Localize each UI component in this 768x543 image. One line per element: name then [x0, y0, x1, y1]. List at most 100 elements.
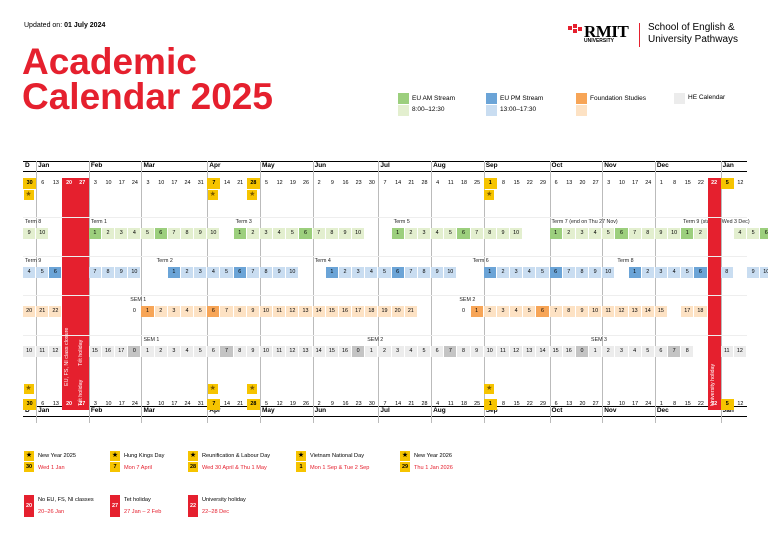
date-cell: 3 [607, 401, 611, 407]
he-cell: 16 [101, 346, 116, 357]
fs-cell: 15 [325, 306, 339, 317]
date-cell: 21 [237, 401, 244, 407]
pm-cell: 6 [391, 267, 405, 278]
pm-cell: 5 [378, 267, 392, 278]
holiday-star-icon: ★ [484, 384, 495, 394]
am-cell: 6 [457, 228, 471, 239]
he-cell: 6 [654, 346, 668, 357]
he-cell: 8 [457, 346, 471, 357]
am-cell: 3 [417, 228, 432, 239]
month-divider [378, 161, 380, 423]
date-cell: 28 [421, 180, 428, 186]
fs-cell: 10 [589, 306, 603, 317]
fs-cell: 19 [378, 306, 392, 317]
fs-cell: 6 [536, 306, 550, 317]
he-cell: 4 [628, 346, 642, 357]
he-cell: 1 [141, 346, 155, 357]
pm-cell: 1 [628, 267, 642, 278]
date-cell: 10 [105, 401, 112, 407]
am-cell: 10 [510, 228, 524, 239]
fs-cell: 0 [128, 306, 142, 317]
month-label: Nov [604, 162, 617, 169]
he-cell: 2 [154, 346, 168, 357]
date-cell: 19 [289, 401, 296, 407]
month-label: Dec [656, 407, 669, 414]
date-cell: 22 [697, 401, 704, 407]
date-cell: 3 [93, 180, 97, 186]
date-cell: 16 [342, 401, 349, 407]
he-cell: 12 [733, 346, 747, 357]
red-date: 27 [79, 180, 86, 186]
date-cell: 20 [579, 401, 586, 407]
date-cell: 17 [632, 401, 639, 407]
he-cell: 12 [49, 346, 63, 357]
holiday-star-icon: ★ [247, 384, 258, 394]
date-cell: 23 [355, 180, 362, 186]
am-cell: 5 [444, 228, 458, 239]
he-cell: 16 [562, 346, 576, 357]
fs-cell: 11 [602, 306, 616, 317]
pm-cell: 7 [88, 267, 102, 278]
term-label: SEM 1 [143, 337, 160, 343]
am-cell: 9 [194, 228, 208, 239]
pm-cell: 4 [207, 267, 221, 278]
month-label: Jul [380, 407, 390, 414]
star-icon: ★ [24, 451, 34, 461]
date-cell: 8 [673, 180, 677, 186]
date-cell: 25 [474, 401, 481, 407]
holiday-date: 30 [23, 399, 37, 410]
date-cell: 14 [395, 180, 402, 186]
date-cell: 21 [408, 401, 415, 407]
pm-cell: 5 [681, 267, 695, 278]
he-cell: 1 [589, 346, 603, 357]
month-label: Jun [314, 162, 327, 169]
month-label: Jan [722, 162, 734, 169]
he-cell: 16 [338, 346, 353, 357]
month-divider [720, 161, 722, 423]
term-label: SEM 3 [591, 337, 607, 343]
date-cell: 31 [197, 180, 204, 186]
tet-label-2: Tết holiday [77, 339, 84, 366]
date-cell: 8 [501, 401, 505, 407]
row-divider [23, 295, 747, 296]
fs-cell: 8 [562, 306, 576, 317]
date-cell: 24 [184, 180, 191, 186]
month-label: Aug [433, 407, 446, 414]
term-label: SEM 2 [367, 337, 384, 343]
date-cell: 10 [618, 401, 625, 407]
date-cell: 15 [684, 401, 691, 407]
am-cell: 5 [602, 228, 616, 239]
he-cell: 11 [720, 346, 734, 357]
date-cell: 16 [342, 180, 349, 186]
he-cell: 2 [378, 346, 392, 357]
am-cell: 7 [470, 228, 484, 239]
date-cell: 17 [171, 180, 178, 186]
date-cell: 6 [41, 180, 45, 186]
fs-cell: 20 [23, 306, 37, 317]
term-label: Term 8 [25, 219, 42, 225]
he-cell: 11 [496, 346, 511, 357]
he-cell: 7 [668, 346, 682, 357]
date-cell: 30 [368, 180, 375, 186]
am-cell: 10 [352, 228, 366, 239]
am-cell: 1 [681, 228, 695, 239]
date-cell: 22 [526, 180, 533, 186]
term-label: Term 4 [314, 258, 331, 264]
date-cell: 8 [673, 401, 677, 407]
pm-cell: 7 [246, 267, 260, 278]
date-cell: 26 [303, 180, 309, 186]
holiday-date: 28 [246, 178, 260, 189]
pm-cell: 9 [431, 267, 445, 278]
am-cell: 2 [246, 228, 260, 239]
holiday-key-item: ★ 7 Hung Kings Day Mon 7 April [110, 451, 165, 472]
month-label: Oct [551, 162, 563, 169]
fs-cell: 2 [154, 306, 168, 317]
month-label: Sep [485, 407, 498, 414]
pm-cell: 1 [167, 267, 181, 278]
pm-cell: 5 [536, 267, 550, 278]
date-cell: 22 [697, 180, 704, 186]
holiday-star-icon: ★ [23, 384, 34, 394]
date-cell: 14 [395, 401, 402, 407]
month-divider [483, 161, 485, 423]
date-cell: 2 [317, 401, 321, 407]
